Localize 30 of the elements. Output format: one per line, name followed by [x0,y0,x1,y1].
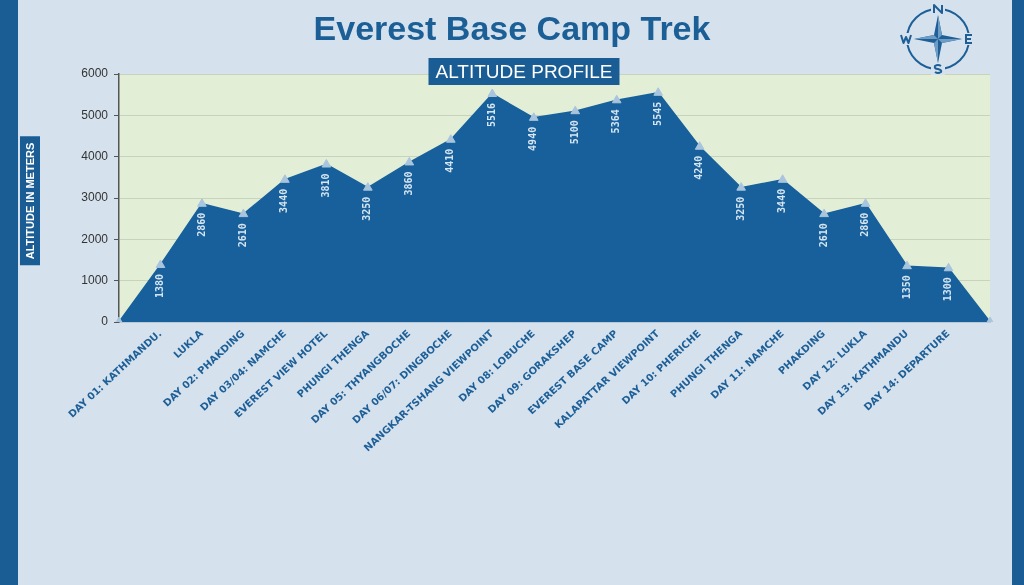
data-label: 3250 [361,196,373,221]
data-label: 1300 [942,277,954,302]
data-label: 2610 [817,223,829,248]
data-label: 5516 [485,103,497,128]
data-label: 4410 [444,148,456,173]
data-label: 2610 [237,223,249,248]
data-label: 5100 [568,120,580,145]
data-label: 5364 [610,109,622,134]
data-label: 1380 [154,273,166,299]
data-label: 3860 [402,171,414,196]
y-tick-label: 6000 [81,66,109,81]
data-label: 3250 [734,196,746,221]
data-label: 3810 [319,173,331,198]
data-label: 5545 [651,101,663,126]
y-tick-label: 2000 [81,231,109,246]
data-label: 4940 [527,126,539,151]
data-label: 1350 [900,275,912,300]
y-axis-title: ALTITUDE IN METERS [20,136,40,266]
y-tick-label: 5000 [81,107,109,122]
y-tick-label: 3000 [81,190,109,205]
chart-title: Everest Base Camp Trek [312,9,712,47]
chart-subtitle: ALTITUDE PROFILE [428,58,620,85]
y-tick-label: 1000 [81,272,109,287]
data-label: 3440 [776,188,788,213]
data-label: 3440 [278,188,290,213]
y-tick-label: 0 [101,314,109,329]
y-tick-label: 4000 [81,148,109,163]
data-label: 2860 [859,212,871,237]
data-label: 4240 [693,155,705,180]
data-label: 2860 [195,212,207,237]
